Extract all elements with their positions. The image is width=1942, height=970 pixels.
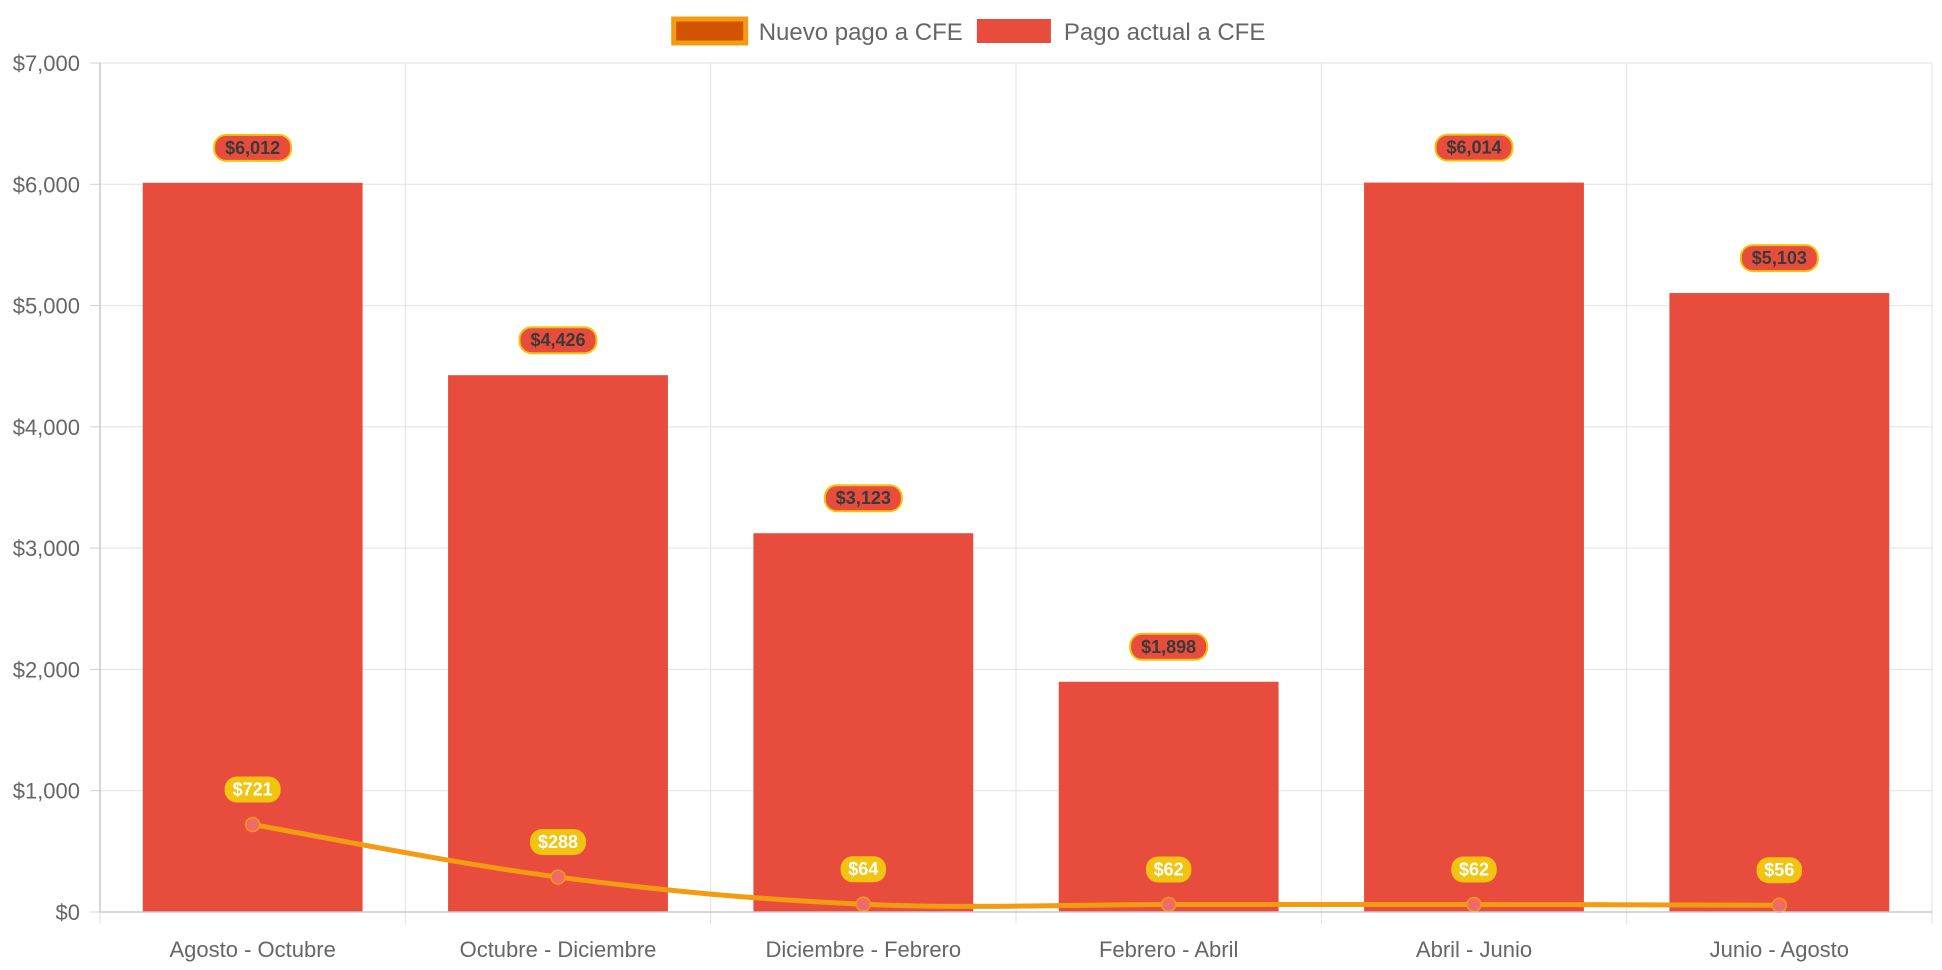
legend-swatch: [976, 19, 1051, 43]
line-value-label-bg: [1145, 856, 1192, 883]
y-tick-label: $3,000: [13, 536, 80, 561]
line-value-label-text: $288: [538, 832, 578, 852]
x-tick-label: Diciembre - Febrero: [766, 937, 962, 962]
line-point: [244, 816, 261, 833]
line-value-label-bg: [530, 829, 586, 856]
bar-value-label: $6,012: [213, 133, 293, 162]
bar-value-label: $4,426: [518, 326, 598, 355]
bar-value-label: $1,898: [1129, 632, 1209, 661]
line-value-label-text: $62: [1154, 859, 1184, 879]
bars: [142, 182, 1890, 913]
line-value-label-text: $64: [848, 859, 878, 879]
line-point: [1160, 896, 1177, 913]
line-value-label: $721: [224, 776, 281, 803]
bar-value-label-text: $6,012: [225, 138, 280, 158]
line-value-label-text: $721: [233, 780, 273, 800]
bar-value-label-text: $4,426: [530, 330, 585, 350]
legend-label: Pago actual a CFE: [1064, 19, 1265, 46]
data-labels: $6,012 $4,426 $3,123 $1,898 $6,014 $5,103 $721…: [213, 133, 1819, 884]
bar: [1669, 293, 1890, 913]
line-point: [1771, 897, 1788, 913]
x-tick-label: Febrero - Abril: [1099, 937, 1238, 962]
line-value-label: $62: [1145, 856, 1192, 883]
legend-item-pago-actual[interactable]: Pago actual a CFE: [976, 19, 1265, 46]
bar-value-label: $3,123: [823, 484, 903, 513]
bar: [1364, 182, 1584, 912]
legend-item-nuevo-pago[interactable]: Nuevo pago a CFE: [671, 16, 963, 46]
y-tick-label: $2,000: [13, 657, 80, 682]
bar-value-label: $6,014: [1434, 133, 1514, 162]
x-tick-label: Abril - Junio: [1416, 937, 1532, 962]
line-value-label-text: $62: [1459, 859, 1489, 879]
line-value-label-bg: [840, 856, 887, 883]
x-tick-label: Junio - Agosto: [1710, 937, 1849, 962]
line-value-label-bg: [1756, 857, 1803, 884]
line-value-label: $288: [530, 829, 586, 856]
legend-label: Nuevo pago a CFE: [759, 19, 963, 46]
legend-swatch: [671, 16, 749, 46]
gridlines: [99, 62, 1933, 924]
bar-value-label-bg: [823, 484, 903, 513]
line-value-label-bg: [224, 776, 281, 803]
bar-value-label-text: $1,898: [1141, 637, 1196, 657]
bar-value-label-bg: [1129, 632, 1209, 661]
bar-value-label-text: $6,014: [1446, 138, 1501, 158]
y-tick-label: $5,000: [13, 294, 80, 319]
x-tick-label: Octubre - Diciembre: [460, 937, 657, 962]
line-value-label-bg: [1451, 856, 1497, 883]
line-value-label: $62: [1451, 856, 1497, 883]
bar-value-label-text: $5,103: [1752, 248, 1807, 268]
y-tick-label: $7,000: [13, 51, 80, 76]
bar-value-label-bg: [1739, 244, 1819, 273]
x-tick-label: Agosto - Octubre: [170, 937, 336, 962]
line-point: [550, 869, 566, 885]
bar: [142, 182, 363, 912]
legend[interactable]: Nuevo pago a CFE Pago actual a CFE: [671, 16, 1266, 46]
line-point: [855, 896, 872, 912]
y-tick-label: $6,000: [13, 172, 80, 197]
y-tick-label: $4,000: [13, 415, 80, 440]
y-tick-label: $1,000: [13, 779, 80, 804]
line-series: [244, 816, 1788, 913]
bar-value-label-bg: [1434, 133, 1514, 162]
line-point: [1466, 896, 1482, 913]
line-value-label: $56: [1756, 857, 1803, 884]
bar: [753, 533, 974, 912]
bar-value-label-text: $3,123: [836, 488, 891, 508]
line-path: [250, 822, 1782, 909]
line-value-label-text: $56: [1764, 860, 1794, 880]
bar-value-label-bg: [518, 326, 598, 355]
axes: $0 $1,000 $2,000 $3,000 $4,000 $5,000 $6,000 $7…: [13, 51, 1932, 962]
bar-value-label: $5,103: [1739, 244, 1819, 273]
bar: [448, 375, 668, 912]
bar-value-label-bg: [213, 133, 293, 162]
line-value-label: $64: [840, 856, 887, 883]
y-tick-label: $0: [56, 900, 80, 925]
